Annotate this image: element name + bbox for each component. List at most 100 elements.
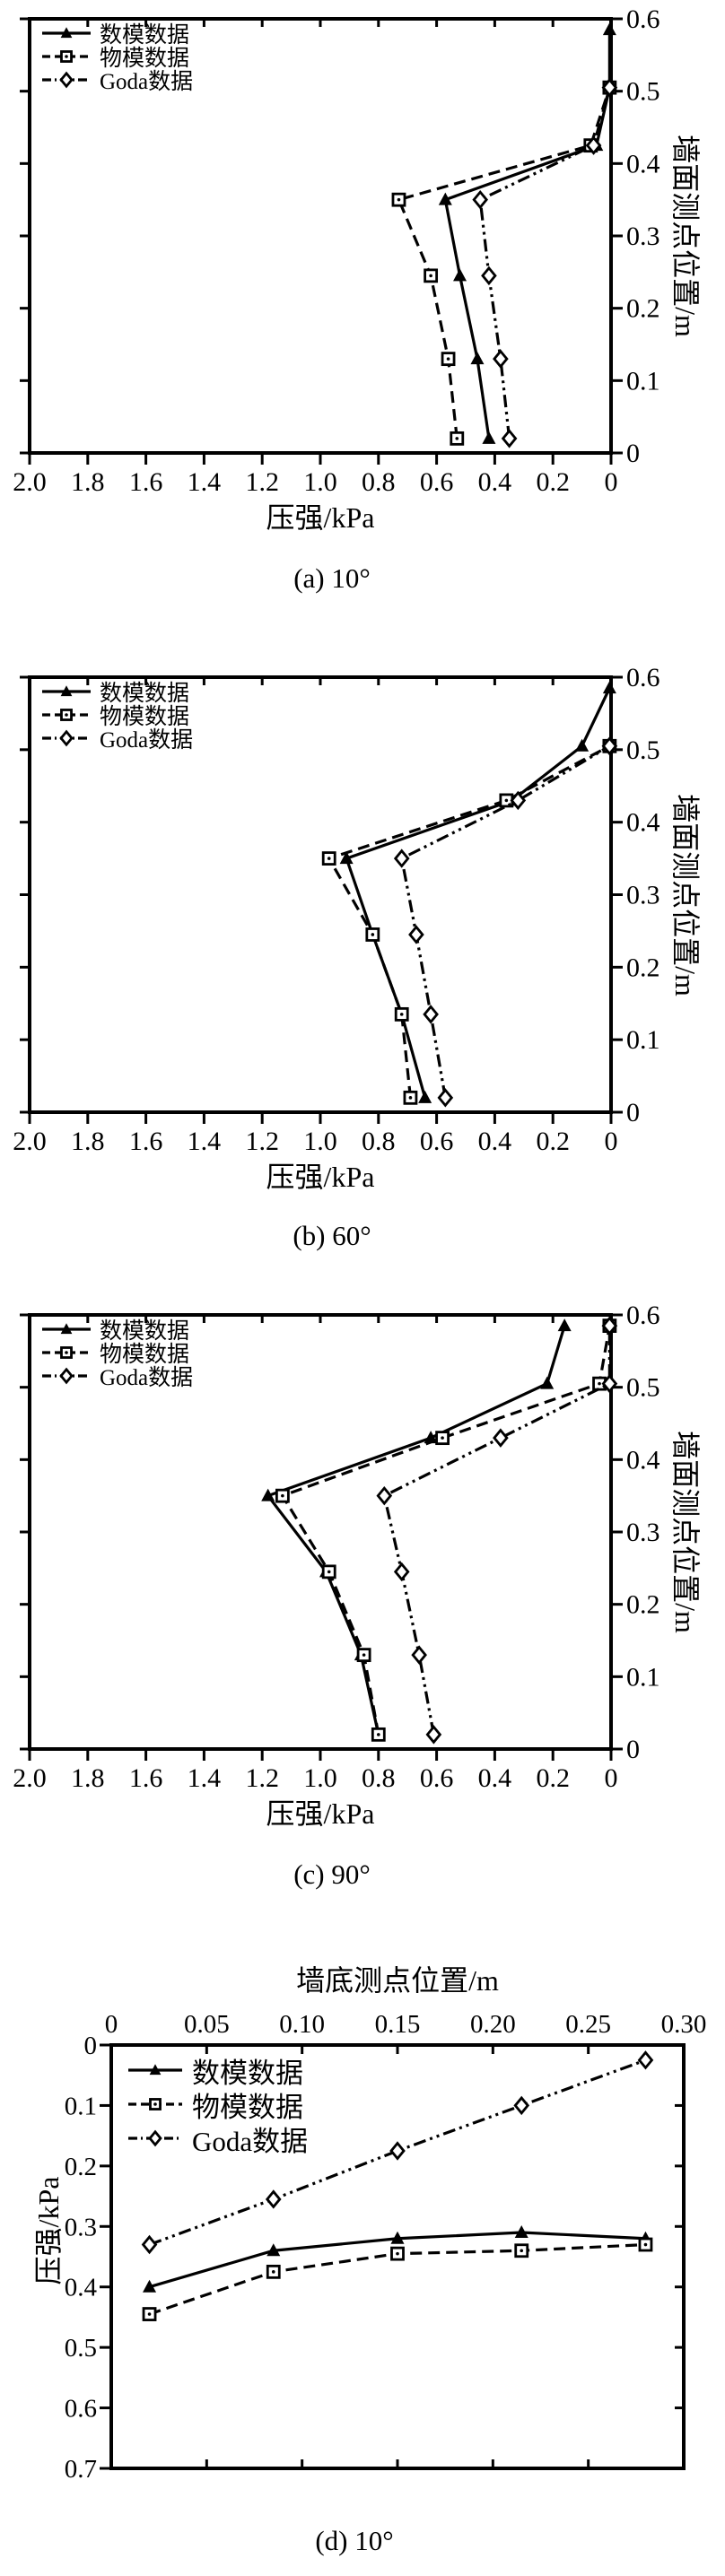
legend-label: 物模数据 xyxy=(192,2091,303,2123)
marker-square-dot xyxy=(408,1096,413,1100)
x-tick-label: 1.0 xyxy=(303,467,337,497)
x-tick-label: 1.2 xyxy=(245,1763,279,1793)
x-tick-label: 0.8 xyxy=(362,1127,396,1156)
marker-square-dot xyxy=(327,1570,331,1574)
x-tick-label: 0.6 xyxy=(420,1127,454,1156)
chart-b-legend: 数模数据 物模数据 Goda数据 xyxy=(41,680,193,753)
legend-sample-triangle xyxy=(42,685,91,697)
marker-square-dot xyxy=(429,274,432,278)
series-line-triangle xyxy=(345,687,611,1099)
x-tick-label: 0 xyxy=(605,1763,618,1793)
x-tick-label: 0.25 xyxy=(565,2010,611,2039)
marker-square-dot xyxy=(327,857,331,860)
marker-square-dot xyxy=(65,55,68,58)
marker-square-dot xyxy=(271,2270,275,2274)
marker-diamond xyxy=(510,790,527,811)
legend-label: Goda数据 xyxy=(100,1366,194,1390)
y-tick-label: 0.6 xyxy=(65,2395,97,2424)
x-tick-label: 0.2 xyxy=(536,1127,570,1156)
chart-c: 2.0 1.8 1.6 1.4 1.2 1.0 0.8 0.6 0.4 0.2 00 0.1 0.2 0.… xyxy=(13,1301,659,1793)
marker-diamond xyxy=(637,2050,654,2070)
marker-diamond xyxy=(141,2234,158,2255)
marker-triangle xyxy=(557,1318,572,1332)
marker-square-dot xyxy=(396,2251,399,2256)
legend-item: 物模数据 xyxy=(41,45,193,71)
chart-a-legend: 数模数据 物模数据 Goda数据 xyxy=(41,22,193,94)
series-line-diamond xyxy=(382,1326,611,1736)
chart-a-caption: (a) 10° xyxy=(293,562,371,594)
marker-diamond xyxy=(425,1725,442,1745)
legend-sample-triangle xyxy=(42,1323,91,1335)
chart-b: 2.0 1.8 1.6 1.4 1.2 1.0 0.8 0.6 0.4 0.2 00 0.1 0.2 0.… xyxy=(13,663,659,1156)
x-tick-label: 1.2 xyxy=(245,467,279,497)
x-tick-label: 1.2 xyxy=(245,1127,279,1156)
series-line-square xyxy=(327,744,611,1098)
chart-a-x-axis-title: 压强/kPa xyxy=(266,501,375,534)
x-tick-label: 1.8 xyxy=(71,1127,105,1156)
legend-sample-triangle xyxy=(128,2064,182,2076)
x-tick-label: 1.4 xyxy=(188,1127,222,1156)
marker-triangle xyxy=(390,2231,405,2244)
legend-label: 物模数据 xyxy=(100,47,190,71)
marker-diamond xyxy=(393,1562,410,1582)
legend-sample-square xyxy=(42,709,91,721)
x-tick-label: 0 xyxy=(605,467,618,497)
legend-item: 数模数据 xyxy=(41,680,193,706)
x-tick-label: 0 xyxy=(605,1127,618,1156)
marker-triangle xyxy=(438,192,452,205)
legend-item: 数模数据 xyxy=(41,22,193,48)
marker-triangle xyxy=(418,1090,432,1103)
x-tick-label: 0.30 xyxy=(661,2010,707,2039)
series-line-diamond xyxy=(148,2058,647,2247)
marker-square-dot xyxy=(371,933,375,936)
legend-label: 数模数据 xyxy=(100,682,190,706)
legend-item: 物模数据 xyxy=(127,2087,308,2123)
chart-d-x-axis-title: 墙底测点位置/m xyxy=(296,1964,499,1997)
chart-b-y-axis-title: 墙面测点位置/m xyxy=(669,794,702,996)
x-tick-label: 0.8 xyxy=(362,1763,396,1793)
y-tick-label: 0.7 xyxy=(65,2455,97,2484)
marker-diamond xyxy=(59,71,74,89)
y-tick-label: 0.3 xyxy=(626,881,660,910)
x-tick-label: 2.0 xyxy=(13,1763,47,1793)
series-line-triangle xyxy=(443,30,611,439)
y-tick-label: 0.6 xyxy=(626,4,660,34)
legend-item: Goda数据 xyxy=(41,68,193,94)
y-tick-label: 0 xyxy=(626,1735,640,1764)
x-tick-label: 0.6 xyxy=(420,1763,454,1793)
marker-diamond xyxy=(408,925,424,944)
legend-item: Goda数据 xyxy=(41,727,193,753)
marker-triangle xyxy=(453,268,467,282)
legend-item: 数模数据 xyxy=(41,1318,193,1344)
x-tick-label: 0.10 xyxy=(279,2010,325,2039)
marker-square-dot xyxy=(65,1351,68,1354)
marker-square-dot xyxy=(455,437,459,440)
x-tick-label: 0.20 xyxy=(470,2010,516,2039)
y-tick-label: 0.2 xyxy=(65,2153,97,2181)
legend-sample-diamond xyxy=(128,2129,182,2147)
marker-triangle xyxy=(339,851,354,865)
y-tick-label: 0.6 xyxy=(626,663,660,692)
marker-triangle xyxy=(514,2225,528,2239)
marker-diamond xyxy=(59,729,74,747)
series-line-square xyxy=(280,1325,611,1736)
marker-diamond xyxy=(59,1367,74,1385)
marker-diamond xyxy=(601,1373,618,1394)
marker-diamond xyxy=(437,1088,454,1108)
chart-c-caption: (c) 90° xyxy=(293,1858,371,1890)
x-tick-label: 1.4 xyxy=(188,467,222,497)
chart-c-y-axis-title: 墙面测点位置/m xyxy=(669,1431,702,1633)
marker-square-dot xyxy=(377,1733,380,1736)
marker-diamond xyxy=(493,349,509,369)
marker-triangle xyxy=(602,22,616,36)
marker-triangle xyxy=(602,681,616,694)
marker-diamond xyxy=(513,2095,530,2116)
legend-label: Goda数据 xyxy=(192,2125,309,2157)
marker-diamond xyxy=(601,736,618,756)
legend-label: 数模数据 xyxy=(100,1319,190,1344)
y-tick-label: 0.4 xyxy=(65,2274,98,2302)
marker-triangle xyxy=(143,2279,157,2293)
x-tick-label: 2.0 xyxy=(13,1127,47,1156)
marker-diamond xyxy=(481,265,497,286)
chart-b-x-axis-title: 压强/kPa xyxy=(266,1161,375,1193)
